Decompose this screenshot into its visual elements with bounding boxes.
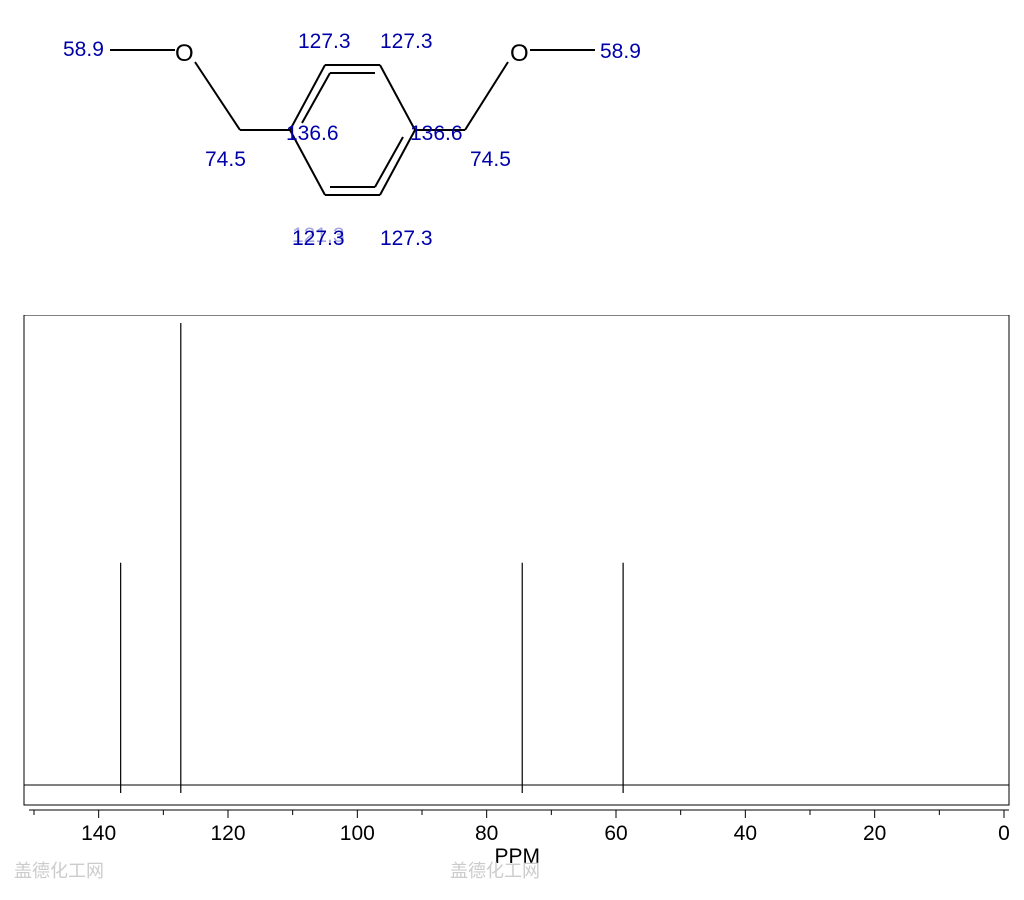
x-tick-label: 80 [467, 822, 507, 846]
bond [465, 62, 508, 130]
x-tick-label: 100 [337, 822, 377, 846]
chemical-shift-label: 58.9 [600, 40, 641, 64]
chemical-shift-label: 58.9 [63, 38, 104, 62]
chemical-shift-label: 136.6 [410, 122, 463, 146]
molecule-structure: O O 58.9 127.3 127.3 58.9 74.5 136.6 136.6 74.5 12… [30, 10, 670, 270]
chemical-shift-label: 136.6 [286, 122, 339, 146]
chemical-shift-label: 127.3 [380, 30, 433, 54]
x-tick-label: 40 [725, 822, 765, 846]
watermark-text: 盖德化工网 [450, 857, 540, 883]
x-tick-label: 0 [984, 822, 1024, 846]
atom-label: O [510, 40, 529, 68]
watermark-text: 盖德化工网 [14, 857, 104, 883]
spectrum-plot-box [24, 315, 1009, 805]
chemical-shift-label: 74.5 [205, 148, 246, 172]
nmr-spectrum: 140120100806040200PPM [12, 315, 1012, 855]
bond [195, 62, 240, 130]
atom-label: O [175, 40, 194, 68]
x-tick-label: 140 [79, 822, 119, 846]
x-tick-label: 60 [596, 822, 636, 846]
spectrum-svg [12, 315, 1012, 875]
chemical-shift-label-overlap: 121.3 [292, 224, 345, 248]
x-tick-label: 20 [855, 822, 895, 846]
bond [290, 65, 325, 130]
bond [380, 65, 415, 130]
chemical-shift-label: 127.3 [298, 30, 351, 54]
chemical-shift-label: 74.5 [470, 148, 511, 172]
chemical-shift-label: 127.3 [380, 227, 433, 251]
x-tick-label: 120 [208, 822, 248, 846]
